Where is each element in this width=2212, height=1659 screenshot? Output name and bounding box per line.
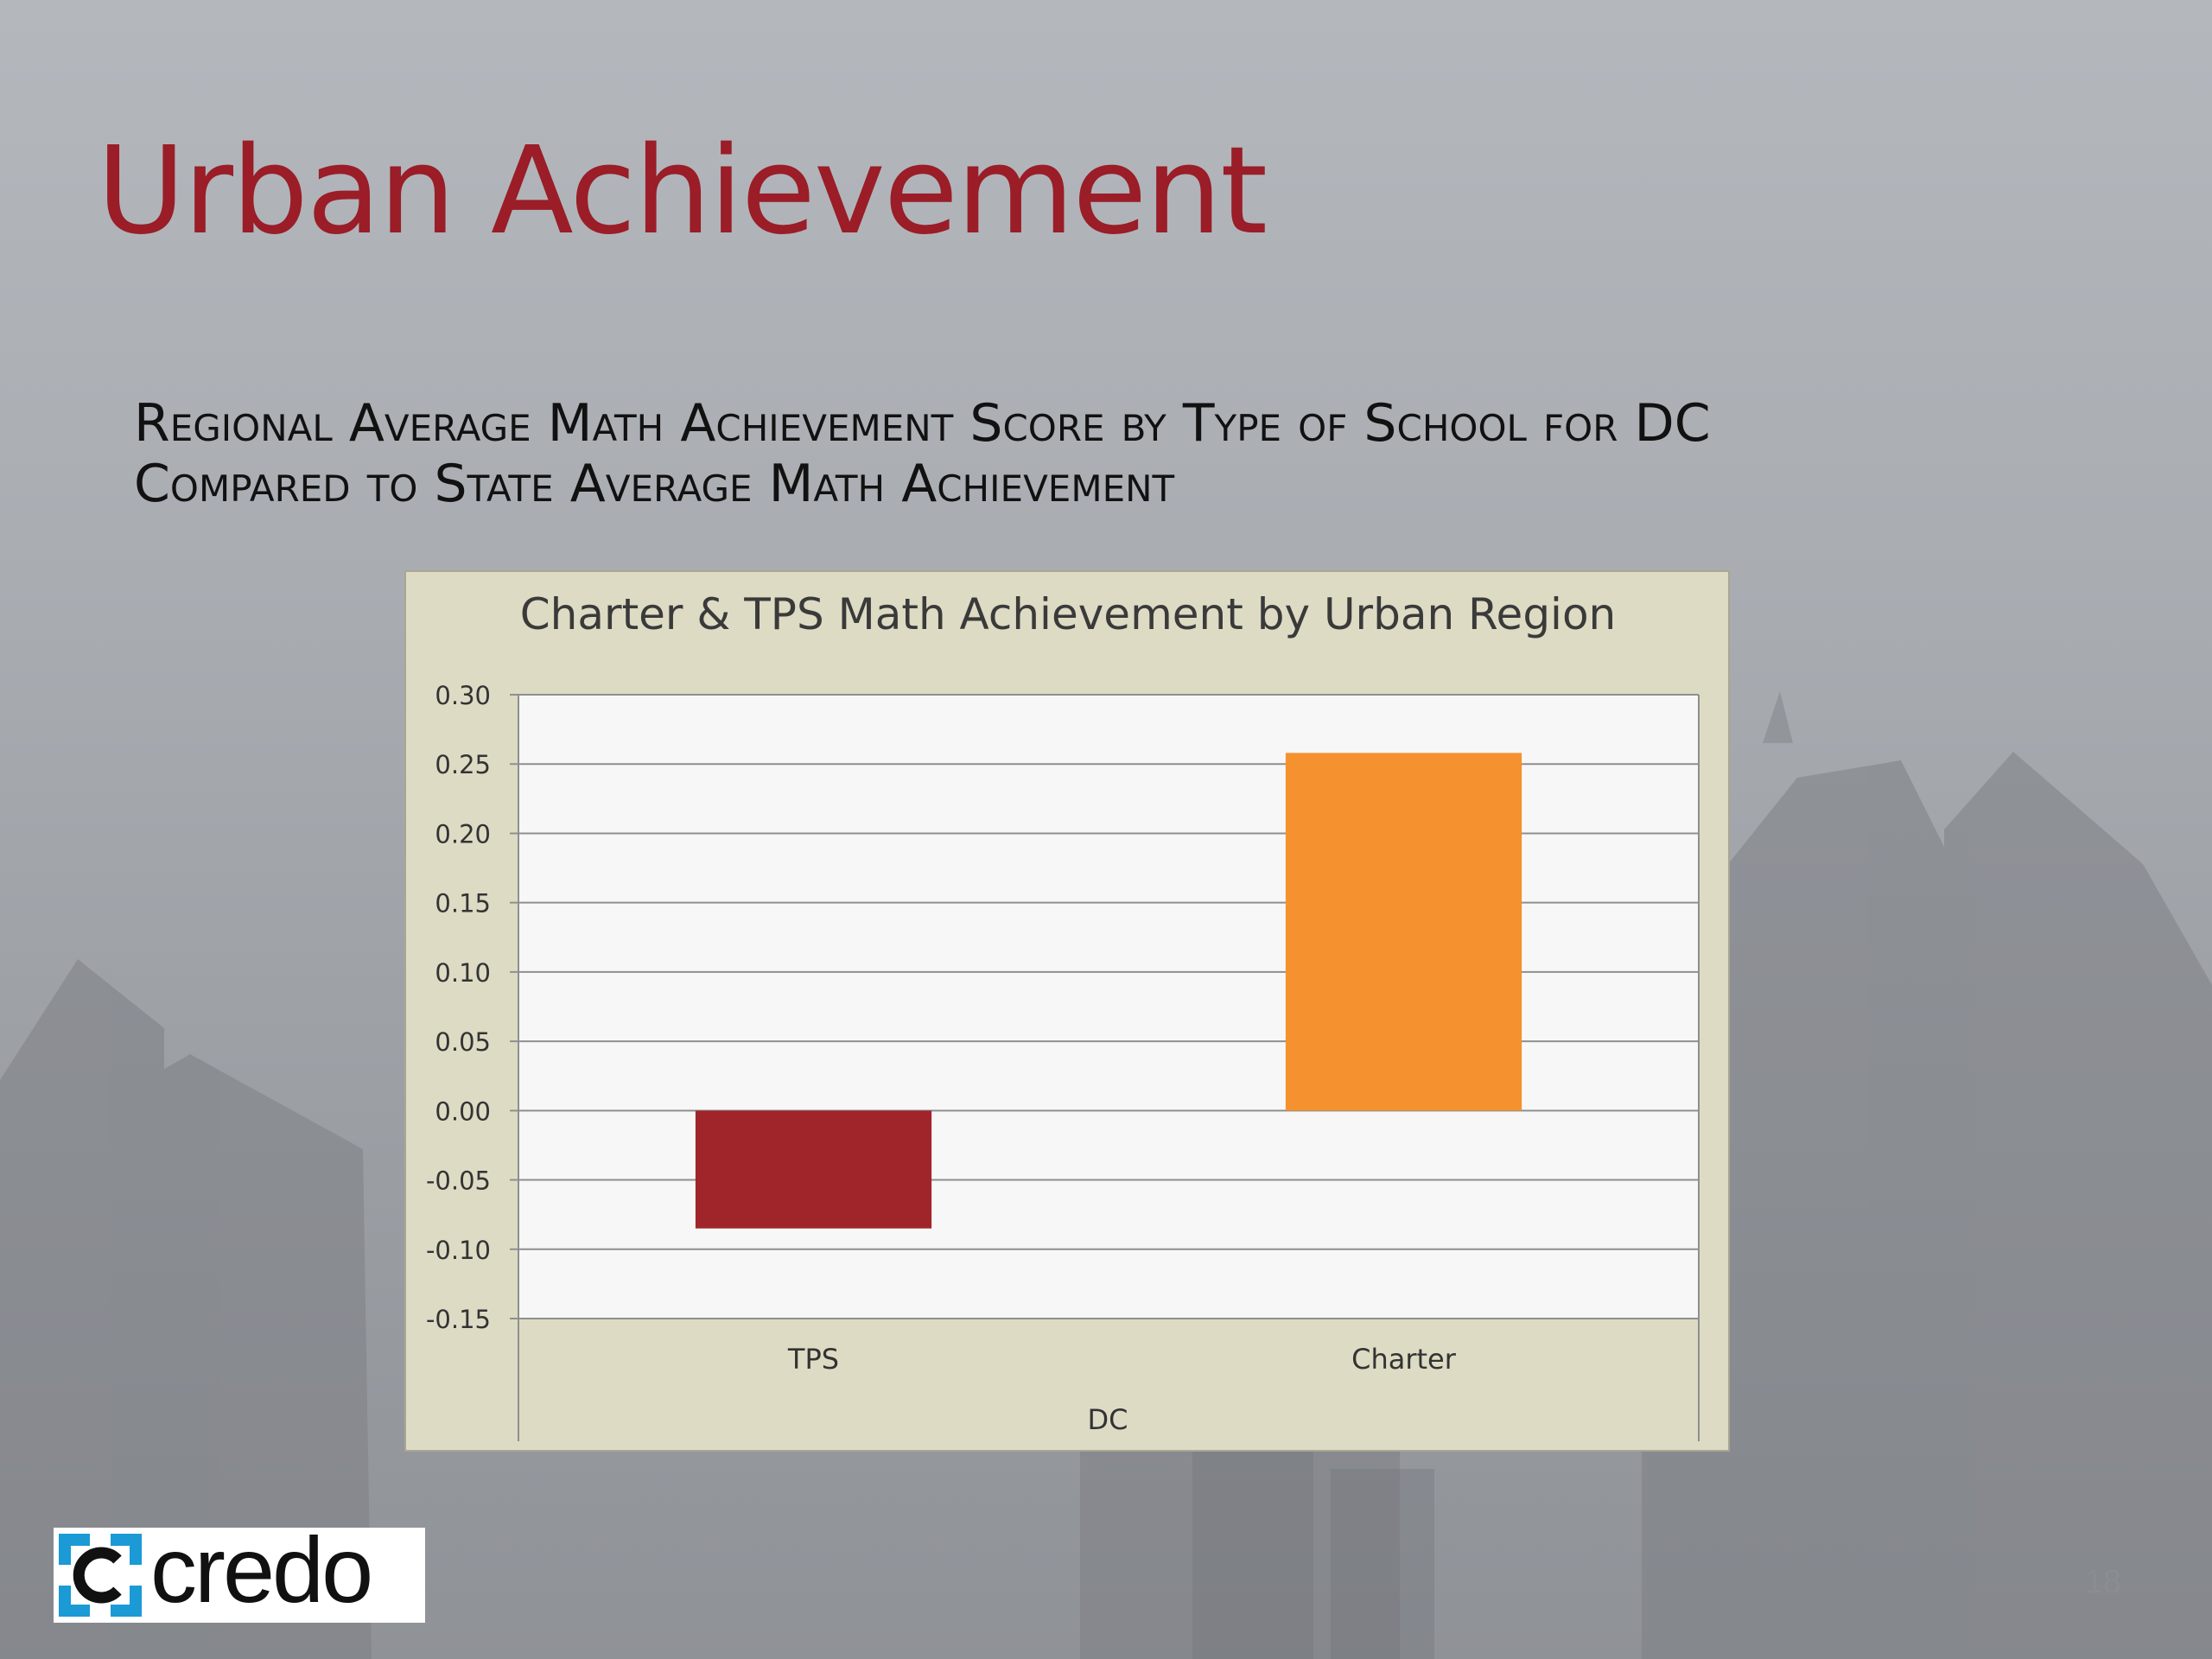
chart-container: Charter & TPS Math Achievement by Urban … (404, 570, 1730, 1452)
bar-chart: Charter & TPS Math Achievement by Urban … (426, 589, 1700, 1441)
page-number: 18 (2084, 1564, 2121, 1600)
y-tick-label: 0.30 (435, 681, 491, 710)
y-tick-label: 0.20 (435, 819, 491, 849)
y-tick-label: 0.10 (435, 958, 491, 988)
y-tick-label: -0.05 (426, 1166, 491, 1196)
credo-bracket-logo-icon (59, 1534, 142, 1617)
y-tick-label: 0.05 (435, 1027, 491, 1057)
chart-title: Charter & TPS Math Achievement by Urban … (520, 589, 1616, 639)
bar-tps (695, 1110, 932, 1229)
y-tick-label: -0.10 (426, 1236, 491, 1265)
x-category-label: Charter (1351, 1343, 1457, 1376)
subtitle-line-2: Compared to State Average Math Achieveme… (134, 454, 1175, 514)
slide-title: Urban Achievement (97, 121, 1268, 262)
y-tick-label: 0.25 (435, 750, 491, 779)
x-category-label: TPS (787, 1343, 839, 1376)
logo-text: credo (150, 1517, 373, 1622)
slide-subtitle: Regional Average Math Achievement Score … (134, 393, 2035, 514)
credo-logo: credo (54, 1523, 425, 1623)
y-tick-label: 0.00 (435, 1096, 491, 1126)
bar-charter (1285, 753, 1522, 1111)
y-tick-label: -0.15 (426, 1305, 491, 1334)
x-group-label: DC (1088, 1403, 1128, 1436)
y-tick-label: 0.15 (435, 889, 491, 918)
subtitle-line-1: Regional Average Math Achievement Score … (134, 393, 1711, 454)
